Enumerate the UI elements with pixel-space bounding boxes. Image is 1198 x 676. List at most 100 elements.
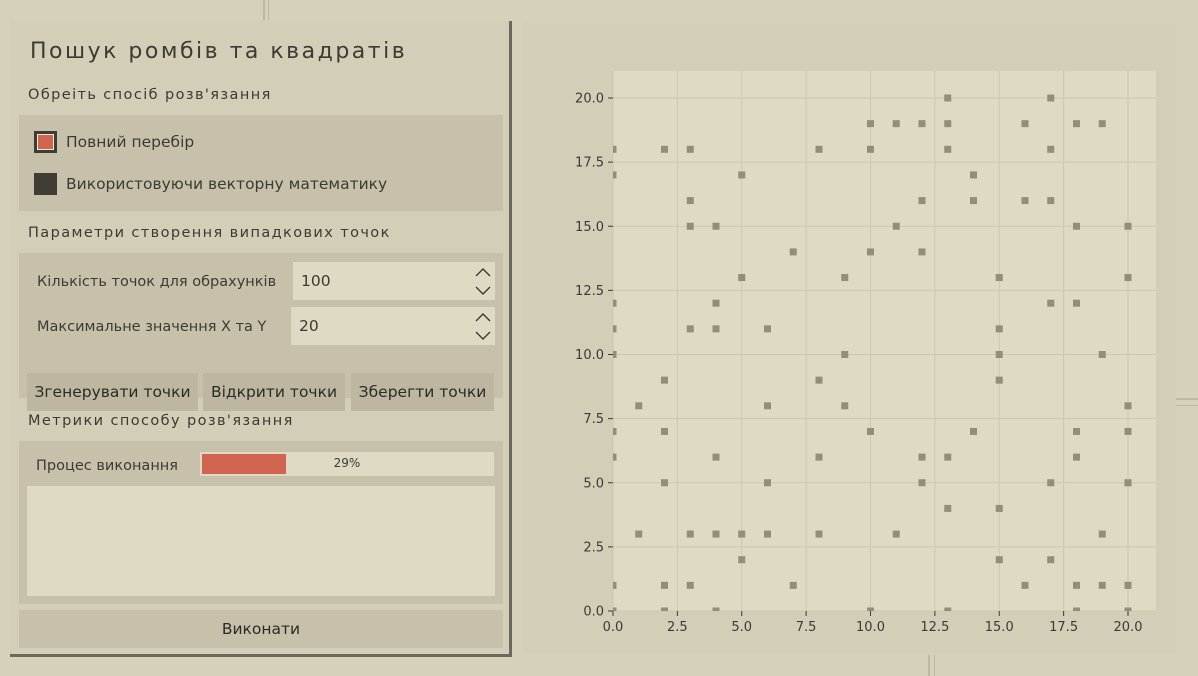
scatter-point <box>1098 120 1106 128</box>
background-line <box>268 0 269 20</box>
chevron-down-icon[interactable] <box>475 284 491 297</box>
scatter-point <box>1073 453 1080 461</box>
radio-unselected-icon[interactable] <box>34 173 57 195</box>
max-value-value[interactable]: 20 <box>299 317 319 335</box>
scatter-point <box>944 453 952 461</box>
scatter-point <box>841 402 849 410</box>
scatter-point <box>918 453 926 461</box>
x-tick-label: 15.0 <box>985 620 1014 635</box>
method-option-full-search[interactable]: Повний перебір <box>34 131 194 153</box>
radio-selected-icon[interactable] <box>34 131 57 153</box>
scatter-point <box>738 556 746 564</box>
chevron-down-icon[interactable] <box>475 329 491 342</box>
scatter-point <box>970 171 977 179</box>
max-value-stepper[interactable]: 20 <box>291 307 495 345</box>
scatter-point <box>815 530 823 538</box>
x-tick-label: 17.5 <box>1049 620 1078 635</box>
scatter-point <box>1021 197 1029 205</box>
y-tick-label: 12.5 <box>575 284 604 299</box>
save-points-button[interactable]: Зберегти точки <box>351 373 494 411</box>
scatter-point <box>613 581 617 589</box>
scatter-point <box>944 120 952 128</box>
scatter-point <box>944 504 952 512</box>
scatter-point <box>712 222 720 230</box>
scatter-point <box>892 120 900 128</box>
scatter-point <box>995 504 1003 512</box>
scatter-point <box>764 325 771 333</box>
background-line <box>928 655 930 676</box>
method-group: Повний перебір Використовуючи векторну м… <box>19 115 503 211</box>
scatter-point <box>1073 427 1080 435</box>
scatter-point <box>1098 581 1106 589</box>
scatter-point <box>1124 274 1132 282</box>
scatter-point <box>841 274 849 282</box>
scatter-point <box>1047 479 1055 487</box>
metrics-output[interactable] <box>27 486 495 596</box>
scatter-point <box>1124 402 1132 410</box>
plot-panel: 0.0 0.0 2.5 2.5 5.0 5.0 7.5 7.5 10.0 10.0 12.5 12.5… <box>523 23 1176 653</box>
scatter-point <box>1124 607 1132 611</box>
scatter-point <box>661 607 668 611</box>
scatter-point <box>613 145 617 153</box>
background-line <box>934 655 935 676</box>
scatter-point <box>764 479 771 487</box>
open-points-button[interactable]: Відкрити точки <box>203 373 345 411</box>
scatter-point <box>661 427 668 435</box>
scatter-point <box>944 94 952 102</box>
chevron-up-icon[interactable] <box>475 310 491 323</box>
scatter-point <box>970 427 977 435</box>
method-option-vector-math[interactable]: Використовуючи векторну математику <box>34 173 387 195</box>
scatter-point <box>635 402 643 410</box>
scatter-plot[interactable]: 0.00.0 2.5 2.5 5.0 5.0 7.5 7.5 10.0 10.0 12.5 12.5… <box>523 23 1176 653</box>
scatter-point <box>686 325 694 333</box>
max-value-label: Максимальне значення X та Y <box>37 319 267 335</box>
x-tick-label: 7.5 <box>796 620 817 635</box>
x-tick-label: 2.5 <box>667 620 688 635</box>
scatter-point <box>661 376 668 384</box>
scatter-point <box>995 274 1003 282</box>
plot-area <box>613 71 1156 611</box>
scatter-point <box>613 351 617 358</box>
point-count-stepper[interactable]: 100 <box>293 262 495 300</box>
scatter-point <box>1047 556 1055 564</box>
scatter-point <box>995 325 1003 333</box>
scatter-point <box>1073 222 1080 230</box>
scatter-point <box>1124 581 1132 589</box>
progress-percent: 29% <box>333 456 361 470</box>
scatter-point <box>1124 479 1132 487</box>
scatter-point <box>815 453 823 461</box>
scatter-point <box>613 427 617 435</box>
scatter-point <box>661 479 668 487</box>
scatter-point <box>1047 145 1055 153</box>
scatter-point <box>1073 607 1080 611</box>
scatter-point <box>712 453 720 461</box>
scatter-point <box>944 145 952 153</box>
scatter-point <box>1098 351 1106 358</box>
background-line <box>1176 405 1198 406</box>
chevron-up-icon[interactable] <box>475 265 491 278</box>
scatter-point <box>867 607 874 611</box>
point-count-value[interactable]: 100 <box>301 272 331 290</box>
scatter-point <box>1047 197 1055 205</box>
scatter-point <box>918 479 926 487</box>
scatter-point <box>892 222 900 230</box>
y-tick-label: 15.0 <box>575 220 604 235</box>
scatter-point <box>789 581 797 589</box>
scatter-point <box>1047 94 1055 102</box>
scatter-points <box>613 94 1132 611</box>
y-tick-label: 7.5 <box>583 412 604 427</box>
y-tick-label: 17.5 <box>575 156 604 171</box>
scatter-point <box>995 351 1003 358</box>
method-option-label: Використовуючи векторну математику <box>66 175 388 193</box>
scatter-point <box>661 145 668 153</box>
scatter-point <box>613 607 617 611</box>
x-tick-label: 20.0 <box>1114 620 1143 635</box>
run-button[interactable]: Виконати <box>19 610 503 648</box>
x-tick-label: 10.0 <box>856 620 885 635</box>
scatter-point <box>892 530 900 538</box>
scatter-point <box>995 556 1003 564</box>
scatter-point <box>613 171 617 179</box>
scatter-point <box>738 171 746 179</box>
x-tick-label: 12.5 <box>920 620 949 635</box>
generate-points-button[interactable]: Згенерувати точки <box>27 373 198 411</box>
